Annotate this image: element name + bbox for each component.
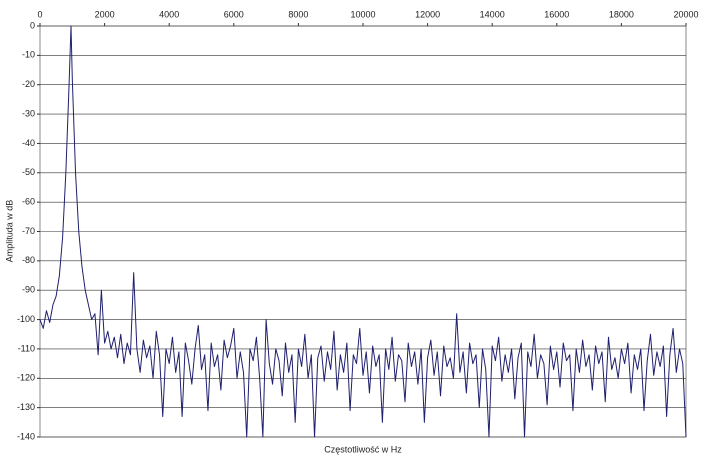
x-tick-label: 12000 <box>415 9 440 19</box>
y-tick-label: -20 <box>22 79 35 89</box>
x-tick-label: 2000 <box>95 9 115 19</box>
spectrum-line <box>39 25 687 438</box>
x-axis-title: Częstotliwość w Hz <box>324 444 402 454</box>
x-tick-label: 20000 <box>673 9 698 19</box>
y-tick-label: -100 <box>17 314 35 324</box>
y-tick-label: -120 <box>17 373 35 383</box>
y-tick-label: -140 <box>17 431 35 441</box>
y-tick-label: -50 <box>22 167 35 177</box>
x-tick-label: 4000 <box>159 9 179 19</box>
y-tick-label: -80 <box>22 255 35 265</box>
x-tick-label: 8000 <box>288 9 308 19</box>
y-tick-label: -70 <box>22 226 35 236</box>
x-tick-label: 6000 <box>224 9 244 19</box>
y-tick-label: -40 <box>22 138 35 148</box>
x-tick-label: 0 <box>37 9 42 19</box>
y-tick-label: -30 <box>22 108 35 118</box>
x-tick-label: 16000 <box>544 9 569 19</box>
x-tick-label: 10000 <box>350 9 375 19</box>
y-tick-label: -90 <box>22 285 35 295</box>
x-tick-label: 18000 <box>609 9 634 19</box>
y-tick-label: -130 <box>17 402 35 412</box>
x-tick-label: 14000 <box>480 9 505 19</box>
y-tick-label: 0 <box>30 20 35 30</box>
y-tick-label: -110 <box>18 343 35 353</box>
y-tick-label: -60 <box>22 197 35 207</box>
y-axis-title: Amplituda w dB <box>4 200 14 263</box>
y-tick-label: -10 <box>22 50 35 60</box>
